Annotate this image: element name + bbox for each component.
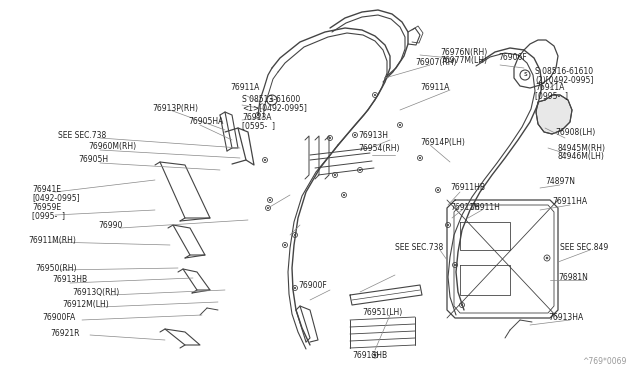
Circle shape: [294, 287, 296, 289]
Circle shape: [268, 207, 269, 209]
Text: SEE SEC.738: SEE SEC.738: [395, 244, 444, 253]
Circle shape: [329, 137, 331, 139]
Text: 76960M(RH): 76960M(RH): [88, 142, 136, 151]
Text: [0492-0995]: [0492-0995]: [32, 193, 79, 202]
Text: 76913HB: 76913HB: [52, 276, 87, 285]
Circle shape: [264, 159, 266, 161]
Text: [0995-  ]: [0995- ]: [32, 212, 65, 221]
Text: 84945M(RH): 84945M(RH): [558, 144, 606, 153]
Text: 76913Q(RH): 76913Q(RH): [72, 289, 119, 298]
Text: S: S: [270, 97, 274, 103]
Circle shape: [374, 94, 376, 96]
Text: 76921R: 76921R: [50, 328, 79, 337]
Text: 76907(RH): 76907(RH): [415, 58, 456, 67]
Text: 76900FA: 76900FA: [42, 314, 76, 323]
Text: 76908(LH): 76908(LH): [555, 128, 595, 137]
Text: S 08513-61600: S 08513-61600: [242, 96, 300, 105]
Text: 76900F: 76900F: [298, 280, 327, 289]
Text: 76912M(LH): 76912M(LH): [62, 301, 109, 310]
Text: S 08516-61610: S 08516-61610: [535, 67, 593, 77]
Text: 76911M(RH): 76911M(RH): [28, 235, 76, 244]
Circle shape: [294, 234, 296, 236]
Text: 76911HB: 76911HB: [450, 183, 485, 192]
Text: 84946M(LH): 84946M(LH): [558, 151, 605, 160]
Text: 76911A: 76911A: [230, 83, 259, 93]
Circle shape: [454, 264, 456, 266]
Text: 76914P(LH): 76914P(LH): [420, 138, 465, 147]
Text: 76913HA: 76913HA: [548, 314, 583, 323]
Text: 76990: 76990: [98, 221, 122, 230]
Text: 76950(RH): 76950(RH): [35, 263, 77, 273]
Text: 76905HA: 76905HA: [188, 118, 223, 126]
Text: <1>[0492-0995]: <1>[0492-0995]: [242, 103, 307, 112]
Text: 76913H: 76913H: [358, 131, 388, 140]
Text: 76905H: 76905H: [78, 155, 108, 164]
Text: [0995-  ]: [0995- ]: [535, 92, 568, 100]
Circle shape: [257, 114, 259, 116]
Circle shape: [343, 194, 345, 196]
Text: S: S: [523, 73, 527, 77]
Text: SEE SEC.738: SEE SEC.738: [58, 131, 106, 140]
Circle shape: [419, 157, 421, 159]
Text: SEE SEC.849: SEE SEC.849: [560, 244, 608, 253]
Text: 76913HB: 76913HB: [352, 350, 387, 359]
Circle shape: [374, 354, 376, 356]
Text: 76954(RH): 76954(RH): [358, 144, 399, 153]
Text: 76911HA: 76911HA: [552, 198, 587, 206]
Text: 76913P(RH): 76913P(RH): [152, 103, 198, 112]
Text: 76911A: 76911A: [420, 83, 449, 93]
Text: (2)[0492-0995]: (2)[0492-0995]: [535, 76, 593, 84]
Text: 76976N(RH): 76976N(RH): [440, 48, 487, 58]
Text: ^769*0069: ^769*0069: [582, 357, 627, 366]
Circle shape: [399, 124, 401, 126]
Circle shape: [334, 174, 336, 176]
Circle shape: [546, 257, 548, 259]
Text: 76913A: 76913A: [242, 113, 271, 122]
Text: 76977M(LH): 76977M(LH): [440, 57, 487, 65]
Circle shape: [447, 224, 449, 226]
Text: 76911H: 76911H: [450, 203, 480, 212]
Circle shape: [437, 189, 439, 191]
Text: 76959E: 76959E: [32, 203, 61, 212]
Text: 76911A: 76911A: [535, 83, 564, 93]
Circle shape: [269, 199, 271, 201]
Text: 76981N: 76981N: [558, 273, 588, 282]
Circle shape: [354, 134, 356, 136]
Text: [0595-  ]: [0595- ]: [242, 122, 275, 131]
Text: 74897N: 74897N: [545, 177, 575, 186]
Text: 76941E: 76941E: [32, 186, 61, 195]
Circle shape: [359, 169, 361, 171]
Text: 76951(LH): 76951(LH): [362, 308, 403, 317]
Text: 76911H: 76911H: [470, 203, 500, 212]
Text: 76906F: 76906F: [498, 54, 527, 62]
Circle shape: [461, 304, 463, 306]
Circle shape: [284, 244, 286, 246]
Polygon shape: [536, 95, 572, 134]
